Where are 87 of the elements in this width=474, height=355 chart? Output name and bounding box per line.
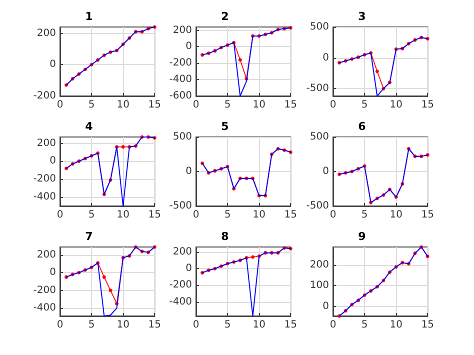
y-tick-label: -400 <box>33 192 56 203</box>
point <box>251 255 255 259</box>
y-tick-label: 0 <box>186 166 192 177</box>
x-tick-label: 5 <box>88 210 95 220</box>
x-tick-label: 10 <box>390 210 402 220</box>
x-tick-label: 15 <box>148 320 162 330</box>
x-tick-label: 10 <box>390 100 402 110</box>
x-tick-label: 10 <box>252 210 266 220</box>
y-tick-label: -400 <box>169 296 192 308</box>
x-tick-label: 5 <box>88 100 95 110</box>
x-tick-label: 0 <box>56 320 64 330</box>
y-tick-label: 0 <box>50 59 56 70</box>
y-tick-label: -500 <box>169 200 192 212</box>
chart-title: 1 <box>85 10 93 23</box>
x-tick-label: 15 <box>148 210 162 220</box>
x-tick-label: 10 <box>116 320 130 330</box>
x-tick-label: 5 <box>224 320 231 330</box>
point <box>102 275 106 279</box>
x-tick-label: 5 <box>224 210 231 220</box>
y-tick-label: -400 <box>33 302 56 314</box>
x-tick-label: 0 <box>192 320 200 330</box>
y-tick-label: 0 <box>322 52 329 64</box>
x-tick-label: 10 <box>252 320 266 330</box>
x-tick-label: 10 <box>116 210 130 220</box>
line-series <box>66 136 156 206</box>
y-tick-label: 200 <box>172 24 192 36</box>
x-tick-label: 0 <box>192 100 200 110</box>
y-tick-label: -200 <box>33 284 56 296</box>
x-tick-label: 15 <box>148 100 162 110</box>
x-tick-label: 15 <box>284 100 298 110</box>
y-tick-label: -200 <box>169 58 192 69</box>
y-tick-label: 200 <box>310 259 329 270</box>
chart-title: 4 <box>85 120 94 133</box>
x-tick-label: 5 <box>361 210 368 220</box>
x-tick-label: 10 <box>252 100 266 110</box>
y-tick-label: 200 <box>172 246 192 258</box>
x-tick-label: 0 <box>330 320 336 330</box>
point <box>238 58 242 62</box>
x-tick-label: 0 <box>330 210 336 220</box>
point <box>375 70 379 74</box>
y-tick-label: -200 <box>33 90 56 102</box>
line-series <box>202 27 292 96</box>
y-tick-label: 0 <box>322 166 329 177</box>
x-tick-label: 15 <box>421 210 434 220</box>
point <box>121 145 125 149</box>
y-tick-label: 200 <box>36 249 56 260</box>
chart-title: 5 <box>221 120 229 133</box>
chart-title: 7 <box>85 230 93 243</box>
x-tick-label: 10 <box>390 320 402 330</box>
x-tick-label: 5 <box>361 100 368 110</box>
y-tick-label: 0 <box>50 156 56 167</box>
x-tick-label: 15 <box>284 210 298 220</box>
chart-title: 9 <box>358 230 366 243</box>
x-tick-label: 5 <box>88 320 95 330</box>
y-tick-label: -400 <box>169 74 192 86</box>
x-tick-label: 5 <box>361 320 368 330</box>
line-series <box>66 246 156 316</box>
x-tick-label: 15 <box>284 320 298 330</box>
x-tick-label: 0 <box>330 100 336 110</box>
x-tick-label: 0 <box>192 210 200 220</box>
x-tick-label: 5 <box>224 100 231 110</box>
x-tick-label: 15 <box>421 100 434 110</box>
y-tick-label: 0 <box>50 267 56 278</box>
y-tick-label: -500 <box>306 83 329 94</box>
line-series <box>202 247 292 316</box>
x-tick-label: 0 <box>56 100 64 110</box>
x-tick-label: 15 <box>421 320 434 330</box>
y-tick-label: 0 <box>322 301 329 312</box>
y-tick-label: 500 <box>310 132 329 142</box>
y-tick-label: 500 <box>172 132 192 142</box>
chart-title: 2 <box>221 10 229 23</box>
y-tick-label: 0 <box>186 263 192 274</box>
y-tick-label: -500 <box>306 200 329 212</box>
point <box>108 288 112 292</box>
chart-title: 8 <box>221 230 229 243</box>
x-tick-label: 10 <box>116 100 130 110</box>
y-tick-label: 500 <box>310 22 329 32</box>
y-tick-label: -600 <box>169 90 192 102</box>
x-tick-label: 0 <box>56 210 64 220</box>
y-tick-label: -200 <box>169 280 192 291</box>
chart-title: 6 <box>358 120 366 133</box>
y-tick-label: -200 <box>33 174 56 185</box>
y-tick-label: 200 <box>36 28 56 39</box>
y-tick-label: 0 <box>186 41 192 52</box>
y-tick-label: 200 <box>36 138 56 149</box>
chart-title: 3 <box>358 10 366 23</box>
y-tick-label: 100 <box>310 280 329 292</box>
